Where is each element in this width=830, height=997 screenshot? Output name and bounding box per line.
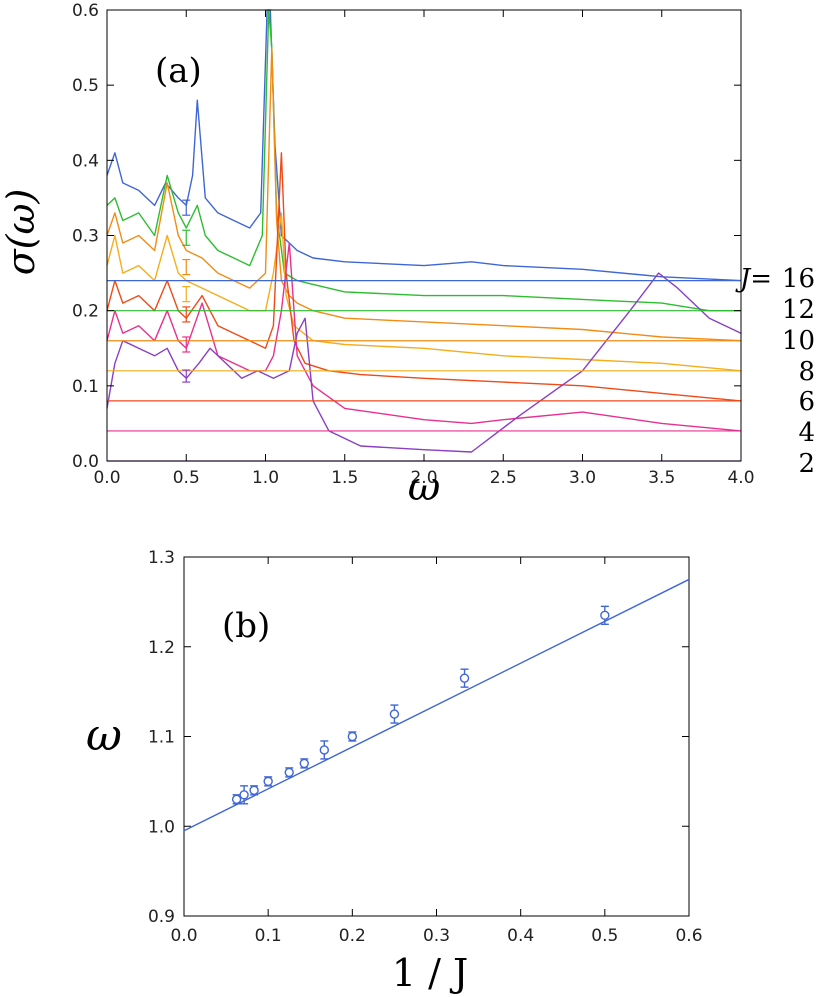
legend-label: 6 xyxy=(798,387,815,417)
error-bar-1 xyxy=(182,229,191,246)
x-tick-label: 1.0 xyxy=(252,468,279,488)
error-bar-5 xyxy=(182,336,191,353)
spectra-curves xyxy=(106,9,742,453)
legend-entry-J10: 10 xyxy=(782,326,815,356)
x-tick-label: 1.5 xyxy=(331,468,358,488)
x-axis-label-b: 1 / J xyxy=(392,951,468,995)
data-point xyxy=(239,785,249,805)
legend-label: 2 xyxy=(798,449,815,479)
x-tick-label: 0.5 xyxy=(173,468,200,488)
x-tick-label: 3.0 xyxy=(569,468,596,488)
y-tick-label: 1.1 xyxy=(148,728,175,748)
legend-label: 12 xyxy=(782,295,815,325)
legend-entry-J12: 12 xyxy=(782,295,815,325)
y-tick-label: 0.4 xyxy=(72,151,99,171)
y-tick-label: 0.1 xyxy=(72,377,99,397)
x-tick-label: 0.0 xyxy=(170,926,197,946)
legend-entry-J6: 6 xyxy=(798,387,815,417)
legend-label: 16 xyxy=(782,264,815,294)
data-point xyxy=(263,776,273,787)
x-tick-label: 2.5 xyxy=(490,468,517,488)
x-tick-label: 0.1 xyxy=(255,926,282,946)
data-point xyxy=(249,785,259,796)
panel-label-b: (b) xyxy=(222,606,270,646)
panel-a: 0.0 0.5 1.0 1.5 2.0 2.5 3.0 3.5 4.0 0.0 0.1 0.2 0.3… xyxy=(0,1,815,510)
legend-entry-J4: 4 xyxy=(798,418,815,448)
data-point xyxy=(347,731,358,742)
y-tick-labels-b: 0.9 1.0 1.1 1.2 1.3 xyxy=(148,548,175,927)
series-curve-J12 xyxy=(106,9,741,312)
legend-label: 10 xyxy=(782,326,815,356)
data-point xyxy=(299,758,309,769)
data-point xyxy=(389,704,400,724)
legend-label: 4 xyxy=(798,418,815,448)
x-tick-label: 0.4 xyxy=(507,926,534,946)
x-tick-label: 3.5 xyxy=(648,468,675,488)
legend-label: 8 xyxy=(798,357,815,387)
x-tick-labels-a: 0.0 0.5 1.0 1.5 2.0 2.5 3.0 3.5 4.0 xyxy=(93,468,754,488)
series-curve-J8 xyxy=(106,212,742,372)
tick-marks-b xyxy=(183,556,690,917)
x-tick-label: 2.0 xyxy=(410,468,437,488)
legend-entry-J2: 2 xyxy=(798,449,815,479)
data-point xyxy=(231,794,242,805)
error-bar-3 xyxy=(182,286,191,303)
data-point xyxy=(319,740,330,760)
y-tick-label: 0.2 xyxy=(72,302,99,322)
y-axis-label-b: ω xyxy=(86,710,122,761)
x-tick-label: 0.6 xyxy=(675,926,702,946)
data-point xyxy=(600,605,610,626)
y-axis-label-a: σ(ω) xyxy=(0,189,43,276)
y-tick-label: 0.3 xyxy=(72,227,99,247)
plot-frame-a xyxy=(106,9,742,462)
x-tick-label: 0.5 xyxy=(591,926,618,946)
data-point xyxy=(284,767,294,778)
error-bar-6 xyxy=(182,369,191,383)
legend-entry-J16: J= 16 xyxy=(735,264,815,294)
data-points xyxy=(231,605,610,805)
x-tick-label: 0.0 xyxy=(93,468,120,488)
error-bars xyxy=(182,199,191,383)
y-tick-label: 0.9 xyxy=(148,907,175,927)
error-bar-4 xyxy=(182,306,191,323)
legend-prefix: J= xyxy=(735,264,772,294)
series-curve-J16 xyxy=(106,9,742,282)
x-tick-labels-b: 0.0 0.1 0.2 0.3 0.4 0.5 0.6 xyxy=(170,926,702,946)
y-tick-labels-a: 0.0 0.1 0.2 0.3 0.4 0.5 0.6 xyxy=(72,1,99,472)
data-point xyxy=(459,668,470,688)
series-curve-J6 xyxy=(106,152,742,402)
y-tick-label: 1.3 xyxy=(148,548,175,568)
series-curve-J4 xyxy=(106,242,742,432)
x-axis-label-a: ω xyxy=(408,464,441,510)
x-tick-label: 0.3 xyxy=(423,926,450,946)
series-curve-J10 xyxy=(106,46,742,342)
tick-marks-a xyxy=(106,9,742,462)
x-tick-label: 4.0 xyxy=(727,468,754,488)
panel-label-a: (a) xyxy=(155,51,202,91)
x-tick-label: 0.2 xyxy=(339,926,366,946)
y-tick-label: 1.2 xyxy=(148,638,175,658)
error-bar-2 xyxy=(182,258,191,276)
y-tick-label: 0.6 xyxy=(72,1,99,21)
panel-b: 0.0 0.1 0.2 0.3 0.4 0.5 0.6 0.9 1.0 1.1 1.2 1.3 (b… xyxy=(86,548,702,995)
legend-entry-J8: 8 xyxy=(798,357,815,387)
y-tick-label: 0.0 xyxy=(72,452,99,472)
y-tick-label: 0.5 xyxy=(72,76,99,96)
error-bar-0 xyxy=(182,199,191,216)
y-tick-label: 1.0 xyxy=(148,817,175,837)
baseline-lines xyxy=(107,280,741,462)
